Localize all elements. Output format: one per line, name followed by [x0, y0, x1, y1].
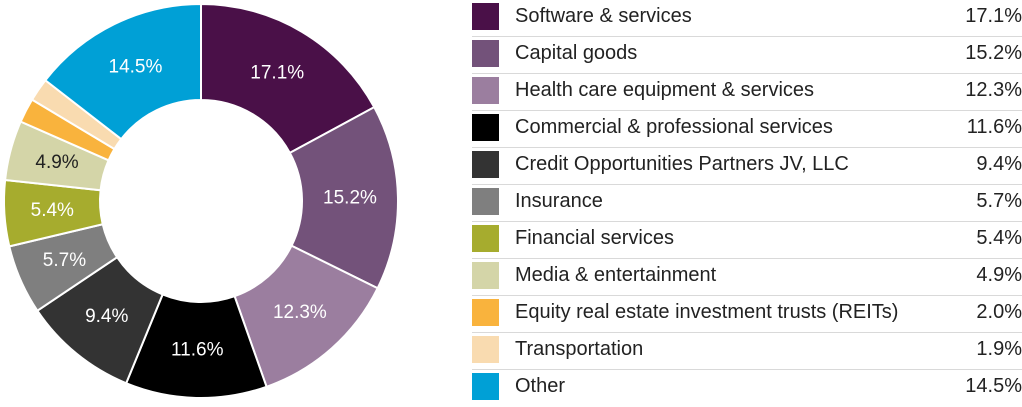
- donut-chart: 17.1% 15.2% 12.3% 11.6% 9.4% 5.7% 5.4% 4.9% 14.5…: [3, 2, 399, 399]
- legend-label: Health care equipment & services: [515, 79, 815, 101]
- legend-row: Equity real estate investment trusts (RE…: [472, 296, 1022, 333]
- legend-value: 5.4%: [976, 227, 1022, 249]
- legend-row: Health care equipment & services 12.3%: [472, 74, 1022, 111]
- legend-row: Software & services 17.1%: [472, 0, 1022, 37]
- legend-value: 1.9%: [976, 338, 1022, 360]
- legend-label: Financial services: [515, 227, 674, 249]
- legend-label: Commercial & professional services: [515, 116, 833, 138]
- legend-swatch: [472, 262, 499, 289]
- legend-label: Credit Opportunities Partners JV, LLC: [515, 153, 849, 175]
- legend-value: 5.7%: [976, 190, 1022, 212]
- slice-label-11: 14.5%: [109, 57, 163, 78]
- slice-2: [288, 105, 399, 290]
- slice-label-8: 4.9%: [35, 152, 78, 173]
- legend-row: Other 14.5%: [472, 370, 1022, 407]
- slice-1: [200, 2, 376, 155]
- legend-swatch: [472, 225, 499, 252]
- slice-label-2: 15.2%: [323, 188, 377, 209]
- legend-row: Insurance 5.7%: [472, 185, 1022, 222]
- legend-value: 15.2%: [965, 42, 1022, 64]
- legend-label: Capital goods: [515, 42, 638, 64]
- legend-label: Media & entertainment: [515, 264, 717, 286]
- legend-label: Transportation: [515, 338, 644, 360]
- slice-11: [43, 2, 202, 141]
- legend-label: Other: [515, 375, 566, 397]
- legend-swatch: [472, 373, 499, 400]
- slice-label-5: 9.4%: [85, 306, 128, 327]
- legend-label: Insurance: [515, 190, 603, 212]
- legend-label: Equity real estate investment trusts (RE…: [515, 301, 899, 323]
- legend-row: Credit Opportunities Partners JV, LLC 9.4…: [472, 148, 1022, 185]
- legend-value: 4.9%: [976, 264, 1022, 286]
- legend-row: Media & entertainment 4.9%: [472, 259, 1022, 296]
- legend-value: 2.0%: [976, 301, 1022, 323]
- legend-value: 9.4%: [976, 153, 1022, 175]
- legend-row: Capital goods 15.2%: [472, 37, 1022, 74]
- legend-row: Transportation 1.9%: [472, 333, 1022, 370]
- legend-label: Software & services: [515, 5, 692, 27]
- legend-swatch: [472, 40, 499, 67]
- slice-label-4: 11.6%: [171, 339, 224, 360]
- slice-label-6: 5.7%: [43, 250, 86, 271]
- legend-value: 11.6%: [966, 116, 1022, 138]
- legend-value: 14.5%: [965, 375, 1022, 397]
- slice-label-7: 5.4%: [31, 200, 74, 221]
- legend-swatch: [472, 114, 499, 141]
- legend-swatch: [472, 77, 499, 104]
- legend-swatch: [472, 336, 499, 363]
- legend-swatch: [472, 299, 499, 326]
- legend: Software & services 17.1% Capital goods 15.…: [472, 0, 1022, 407]
- legend-value: 17.1%: [965, 5, 1022, 27]
- legend-swatch: [472, 3, 499, 30]
- legend-value: 12.3%: [965, 79, 1022, 101]
- legend-row: Commercial & professional services 11.6%: [472, 111, 1022, 148]
- legend-row: Financial services 5.4%: [472, 222, 1022, 259]
- legend-swatch: [472, 151, 499, 178]
- legend-swatch: [472, 188, 499, 215]
- slice-label-1: 17.1%: [250, 62, 304, 83]
- slice-label-3: 12.3%: [273, 302, 327, 323]
